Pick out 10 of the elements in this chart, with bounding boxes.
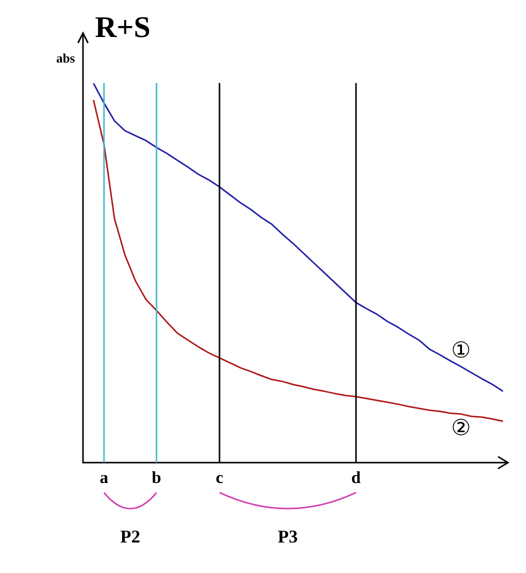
chart-title: R+S (95, 10, 150, 44)
series-label: ② (451, 416, 471, 441)
series-label: ① (451, 338, 471, 364)
text: P2 (120, 526, 140, 546)
text: P3 (278, 526, 298, 546)
x-tick-label: c (216, 468, 224, 488)
x-tick-label: a (100, 468, 109, 488)
x-tick-label: d (351, 468, 362, 488)
x-tick-label: b (152, 468, 162, 488)
y-axis-title: abs (56, 50, 75, 66)
